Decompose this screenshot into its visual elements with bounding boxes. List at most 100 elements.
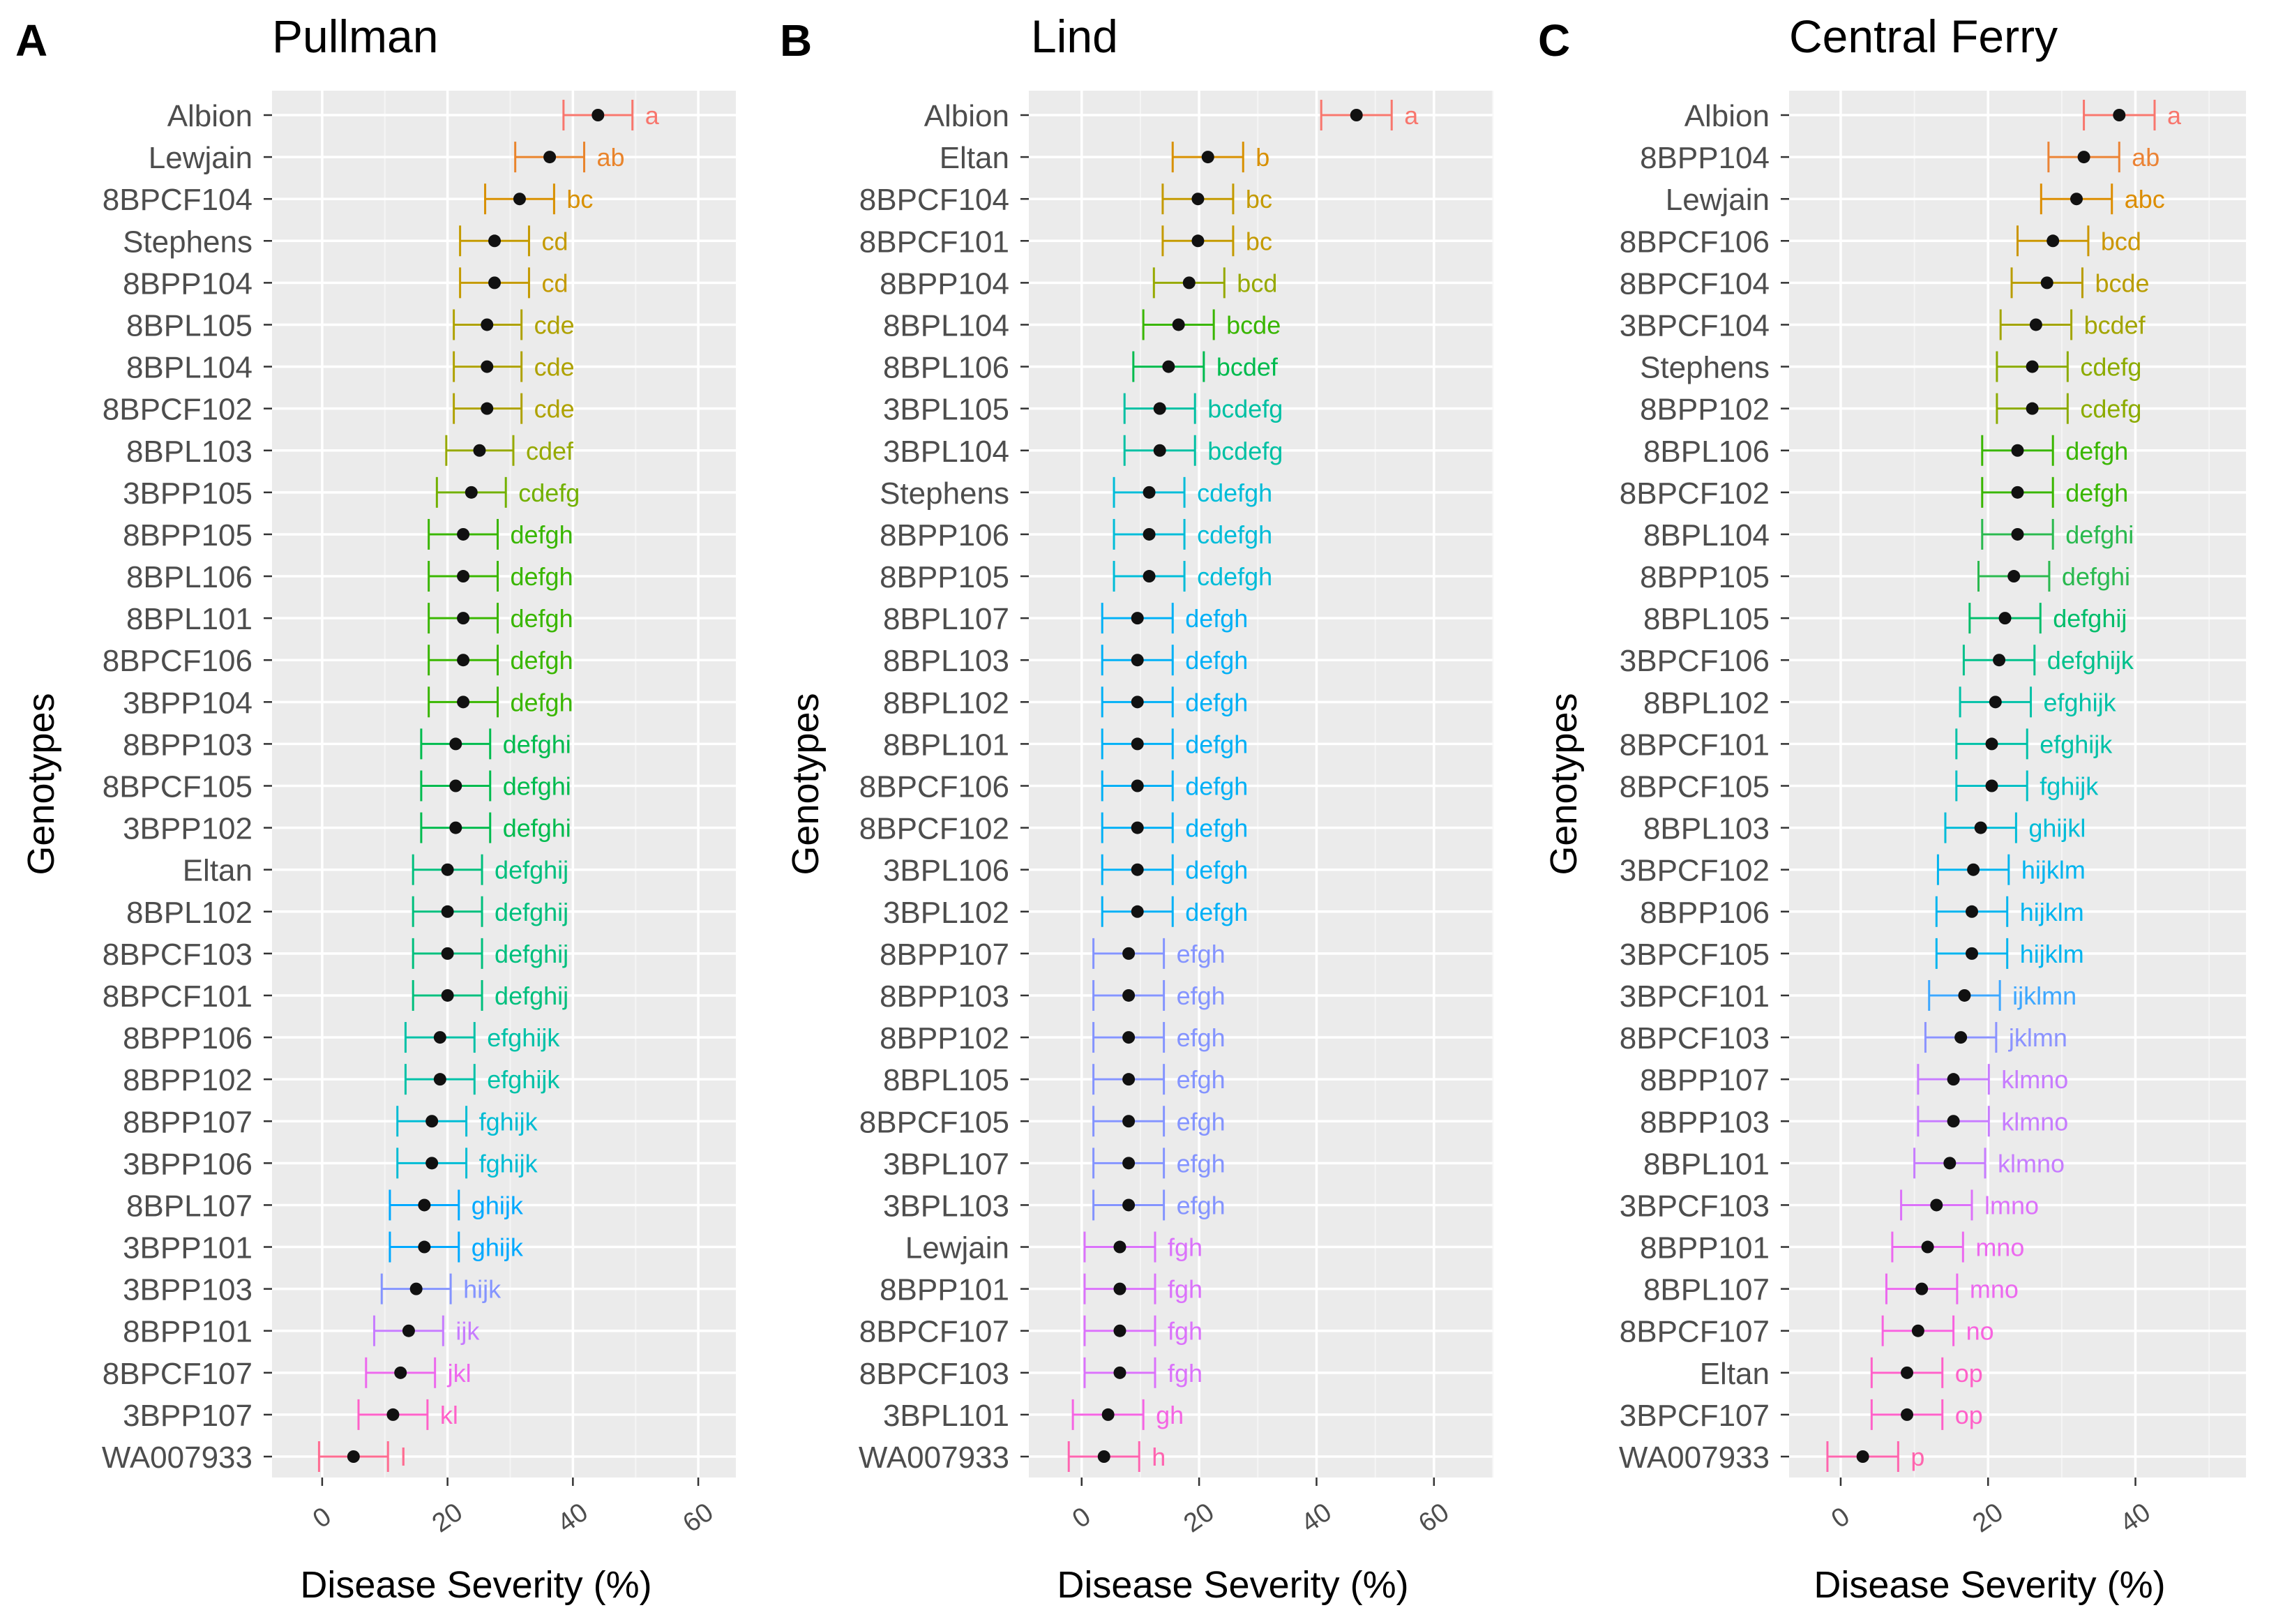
group-letter: cdefgh (1197, 520, 1272, 549)
group-letter: gh (1156, 1401, 1184, 1429)
mean-point (2011, 527, 2024, 541)
group-letter: efgh (1177, 940, 1226, 968)
y-tick-label: Albion (167, 99, 252, 133)
group-letter: lmno (1984, 1191, 2039, 1219)
group-letter: ijklmn (2012, 982, 2076, 1010)
mean-point (418, 1198, 431, 1212)
group-letter: defgh (511, 604, 573, 633)
y-tick-label: 8BPL106 (1643, 435, 1770, 469)
y-tick-label: 8BPP105 (1640, 560, 1770, 594)
y-tick-label: 8BPCF101 (1620, 728, 1770, 762)
y-tick-label: 8BPL106 (883, 351, 1009, 385)
y-tick-label: 8BPCF102 (103, 393, 252, 427)
panel-b: a Albion b Eltan bc 8BPCF104 bc 8BPCF101 bcd 8BPP… (780, 10, 1493, 1606)
mean-point (425, 1115, 439, 1128)
group-letter: defgh (511, 646, 573, 675)
y-tick-label: 3BPP104 (123, 686, 252, 720)
x-axis-title: Disease Severity (%) (1057, 1564, 1408, 1606)
y-tick-label: 8BPP107 (123, 1105, 252, 1139)
group-letter: abc (2125, 185, 2165, 213)
y-tick-label: 8BPP104 (123, 266, 252, 301)
group-letter: klmno (2001, 1107, 2068, 1136)
y-tick-label: 8BPCF103 (859, 1357, 1009, 1391)
group-letter: defgh (1185, 856, 1248, 885)
group-letter: bcdefg (1207, 395, 1283, 423)
y-tick-label: 8BPP107 (1640, 1063, 1770, 1097)
y-tick-label: WA007933 (102, 1441, 252, 1475)
y-tick-label: 3BPP102 (123, 812, 252, 846)
panel-title: Pullman (272, 10, 438, 62)
mean-point (488, 234, 502, 248)
y-tick-label: 8BPCF103 (1620, 1021, 1770, 1055)
y-tick-label: 8BPCF104 (103, 183, 252, 217)
mean-point (1131, 863, 1144, 876)
y-tick-label: 8BPCF102 (859, 812, 1009, 846)
y-tick-label: 3BPL106 (883, 854, 1009, 888)
y-tick-label: Albion (924, 99, 1009, 133)
y-tick-label: 8BPL103 (126, 435, 252, 469)
mean-point (1985, 737, 1998, 751)
mean-point (1131, 905, 1144, 918)
group-letter: defgh (1185, 898, 1248, 926)
mean-point (1191, 193, 1205, 206)
mean-point (1915, 1282, 1929, 1295)
mean-point (1122, 1073, 1136, 1086)
y-tick-label: 3BPCF107 (1620, 1399, 1770, 1433)
y-tick-label: 8BPP105 (123, 518, 252, 552)
y-tick-label: 8BPL103 (1643, 812, 1770, 846)
group-letter: cde (534, 353, 575, 382)
x-tick-label: 0 (1826, 1502, 1855, 1535)
group-letter: defghi (2065, 520, 2134, 549)
mean-point (1162, 360, 1175, 373)
mean-point (457, 612, 470, 625)
group-letter: defgh (2065, 479, 2128, 507)
y-tick-label: 8BPL104 (126, 351, 252, 385)
panel-a: a Albion ab Lewjain bc 8BPCF104 cd Stephens cd 8B… (15, 10, 736, 1606)
y-tick-label: 8BPP106 (880, 518, 1009, 552)
group-letter: bcde (1226, 310, 1281, 339)
y-tick-label: 8BPL104 (1643, 518, 1770, 552)
y-tick-label: 8BPP102 (123, 1063, 252, 1097)
y-tick-label: 8BPCF105 (1620, 770, 1770, 804)
y-tick-label: 8BPL102 (883, 686, 1009, 720)
group-letter: b (1256, 143, 1269, 172)
y-tick-label: 8BPP101 (123, 1315, 252, 1349)
group-letter: cd (541, 227, 568, 255)
group-letter: a (1404, 101, 1419, 130)
mean-point (1350, 109, 1363, 121)
y-tick-label: 8BPL101 (883, 728, 1009, 762)
y-tick-label: 8BPCF101 (103, 979, 252, 1014)
mean-point (1131, 737, 1144, 751)
y-tick-label: 3BPP105 (123, 476, 252, 511)
mean-point (409, 1282, 423, 1295)
mean-point (457, 696, 470, 709)
y-tick-label: 8BPL107 (883, 602, 1009, 636)
mean-point (457, 570, 470, 583)
group-letter: cde (534, 395, 575, 423)
mean-point (2040, 276, 2053, 290)
plot-background (1029, 91, 1493, 1478)
mean-point (1943, 1157, 1957, 1170)
group-letter: bc (1246, 185, 1272, 213)
group-letter: defgh (1185, 772, 1248, 801)
y-tick-label: 3BPCF101 (1620, 979, 1770, 1014)
mean-point (1153, 444, 1166, 457)
x-axis-title: Disease Severity (%) (300, 1564, 651, 1606)
y-tick-label: 8BPL107 (1643, 1273, 1770, 1307)
y-tick-label: 8BPP103 (123, 728, 252, 762)
y-tick-label: 8BPCF107 (859, 1315, 1009, 1349)
mean-point (1911, 1324, 1924, 1337)
mean-point (441, 988, 454, 1002)
mean-point (1113, 1324, 1126, 1337)
mean-point (457, 527, 470, 541)
x-tick-label: 0 (308, 1502, 336, 1535)
mean-point (1985, 779, 1998, 792)
mean-point (1101, 1408, 1115, 1421)
group-letter: cdefg (2080, 353, 2141, 382)
y-tick-label: 8BPP103 (880, 979, 1009, 1014)
group-letter: ghijkl (2028, 814, 2086, 843)
mean-point (433, 1073, 446, 1086)
mean-point (488, 276, 502, 290)
mean-point (2029, 318, 2042, 331)
group-letter: klmno (2001, 1065, 2068, 1094)
